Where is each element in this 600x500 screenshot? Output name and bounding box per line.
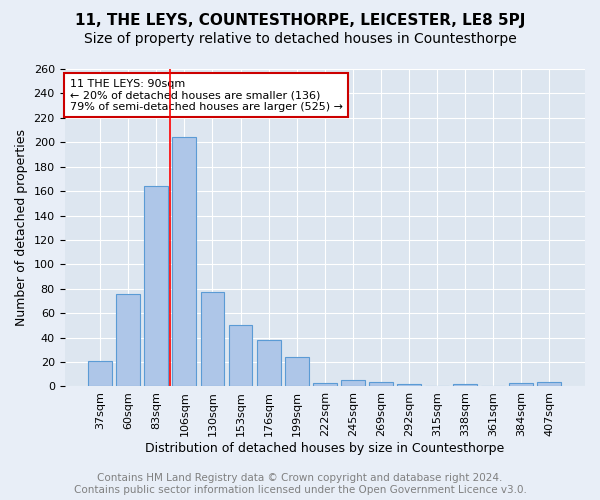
Bar: [172, 138, 196, 386]
Bar: [453, 384, 477, 386]
Bar: [88, 361, 112, 386]
Text: 11 THE LEYS: 90sqm
← 20% of detached houses are smaller (136)
79% of semi-detach: 11 THE LEYS: 90sqm ← 20% of detached hou…: [70, 78, 343, 112]
Bar: [285, 357, 308, 386]
Y-axis label: Number of detached properties: Number of detached properties: [15, 129, 28, 326]
Bar: [397, 384, 421, 386]
Text: Contains HM Land Registry data © Crown copyright and database right 2024.
Contai: Contains HM Land Registry data © Crown c…: [74, 474, 526, 495]
Bar: [257, 340, 281, 386]
Bar: [509, 383, 533, 386]
Bar: [200, 292, 224, 386]
Bar: [313, 383, 337, 386]
Bar: [116, 294, 140, 386]
Text: 11, THE LEYS, COUNTESTHORPE, LEICESTER, LE8 5PJ: 11, THE LEYS, COUNTESTHORPE, LEICESTER, …: [75, 12, 525, 28]
Text: Size of property relative to detached houses in Countesthorpe: Size of property relative to detached ho…: [83, 32, 517, 46]
X-axis label: Distribution of detached houses by size in Countesthorpe: Distribution of detached houses by size …: [145, 442, 505, 455]
Bar: [369, 382, 393, 386]
Bar: [145, 186, 168, 386]
Bar: [341, 380, 365, 386]
Bar: [538, 382, 562, 386]
Bar: [229, 326, 253, 386]
